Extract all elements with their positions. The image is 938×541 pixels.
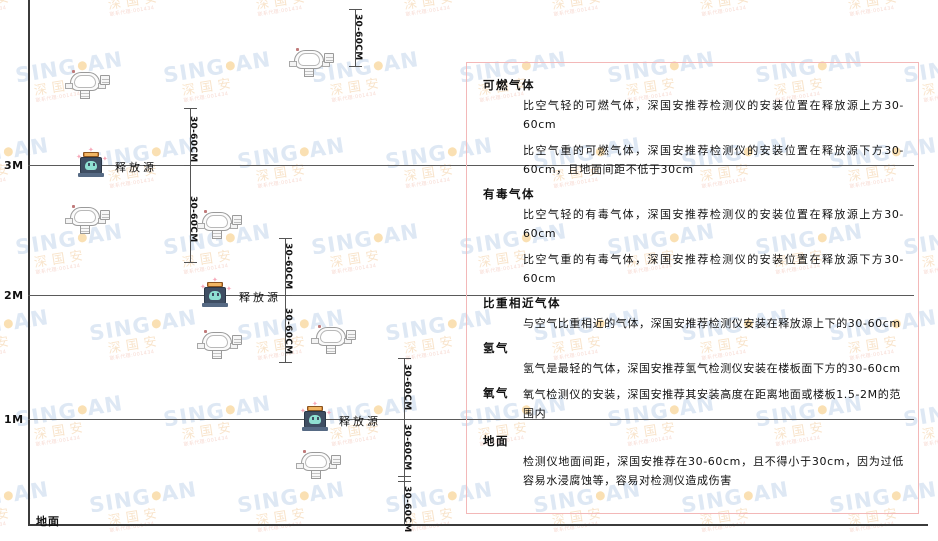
gas-detector-icon [64,70,112,104]
dimension-label: 30-60CM [283,243,293,290]
section-paragraph: 检测仪地面间距，深国安推荐在30-60cm，且不得小于30cm，因为过低容易水浸… [523,455,904,487]
section-flammable-gas: 可燃气体 比空气轻的可燃气体，深国安推荐检测仪的安装位置在释放源上方30-60c… [481,77,904,179]
dimension-line-a [190,108,191,262]
release-source-icon: ✦ ✦ ✦ [76,147,108,178]
section-title: 氧气 [483,386,509,400]
level-line-2m [28,295,914,296]
dimension-tick [398,358,411,359]
vertical-axis [28,0,30,525]
dimension-tick [279,295,292,296]
gas-detector-icon [288,48,336,82]
dimension-label: 30-60CM [283,308,293,355]
section-title: 比重相近气体 [483,296,561,310]
release-source-label: 释放源 [115,161,157,174]
section-paragraph: 比空气轻的有毒气体，深国安推荐检测仪的安装位置在释放源上方30-60cm [523,208,904,240]
dimension-label: 30-60CM [402,424,412,471]
recommendation-panel: 可燃气体 比空气轻的可燃气体，深国安推荐检测仪的安装位置在释放源上方30-60c… [466,62,919,514]
section-title: 地面 [483,434,509,448]
gas-detector-icon [196,210,244,244]
dimension-line-c [285,238,286,362]
dimension-tick [398,476,411,477]
dimension-label: 30-60CM [402,486,412,533]
section-paragraph: 氢气是最轻的气体，深国安推荐氢气检测仪安装在楼板面下方的30-60cm [523,362,901,375]
dimension-label: 30-60CM [402,364,412,411]
section-ground: 地面 检测仪地面间距，深国安推荐在30-60cm，且不得小于30cm，因为过低容… [481,433,904,490]
level-label-1m: 1M [4,413,24,426]
section-title: 氢气 [483,341,509,355]
dimension-tick [184,108,197,109]
section-paragraph: 氧气检测仪的安装，深国安推荐其安装高度在距离地面或楼板1.5-2M的范围内 [523,388,901,420]
section-title: 有毒气体 [483,187,535,201]
level-line-1m [28,419,914,420]
release-source-label: 释放源 [339,415,381,428]
section-paragraph: 与空气比重相近的气体，深国安推荐检测仪安装在释放源上下的30-60cm [523,317,901,330]
dimension-tick [398,419,411,420]
dimension-tick [349,66,362,67]
level-label-2m: 2M [4,289,24,302]
dimension-tick [349,9,362,10]
dimension-tick [184,262,197,263]
gas-detector-icon [310,325,358,359]
section-paragraph: 比空气重的有毒气体，深国安推荐检测仪的安装位置在释放源下方30-60cm [523,253,904,285]
release-source-icon: ✦ ✦ ✦ [200,277,232,308]
dimension-tick [279,362,292,363]
section-similar-density-gas: 比重相近气体 与空气比重相近的气体，深国安推荐检测仪安装在释放源上下的30-60… [481,295,904,333]
release-source-label: 释放源 [239,291,281,304]
dimension-tick [279,238,292,239]
ground-label: 地面 [36,515,60,528]
section-paragraph: 比空气重的可燃气体，深国安推荐检测仪的安装位置在释放源下方30-60cm，且地面… [523,144,904,176]
section-toxic-gas: 有毒气体 比空气轻的有毒气体，深国安推荐检测仪的安装位置在释放源上方30-60c… [481,186,904,288]
dimension-line-b [355,9,356,66]
section-paragraph: 比空气轻的可燃气体，深国安推荐检测仪的安装位置在释放源上方30-60cm [523,99,904,131]
ground-axis [28,524,928,526]
dimension-tick [398,481,411,482]
level-line-3m [28,165,914,166]
dimension-tick [184,165,197,166]
release-source-icon: ✦ ✦ ✦ [300,401,332,432]
level-label-3m: 3M [4,159,24,172]
gas-detector-icon [196,330,244,364]
dimension-label: 30-60CM [188,116,198,163]
gas-detector-icon [64,205,112,239]
section-oxygen: 氧气 氧气检测仪的安装，深国安推荐其安装高度在距离地面或楼板1.5-2M的范围内 [483,385,904,423]
dimension-line-d [404,358,405,524]
gas-detector-icon [295,450,343,484]
section-hydrogen: 氢气 氢气是最轻的气体，深国安推荐氢气检测仪安装在楼板面下方的30-60cm [481,340,904,378]
dimension-label: 30-60CM [353,14,363,61]
section-title: 可燃气体 [483,78,535,92]
